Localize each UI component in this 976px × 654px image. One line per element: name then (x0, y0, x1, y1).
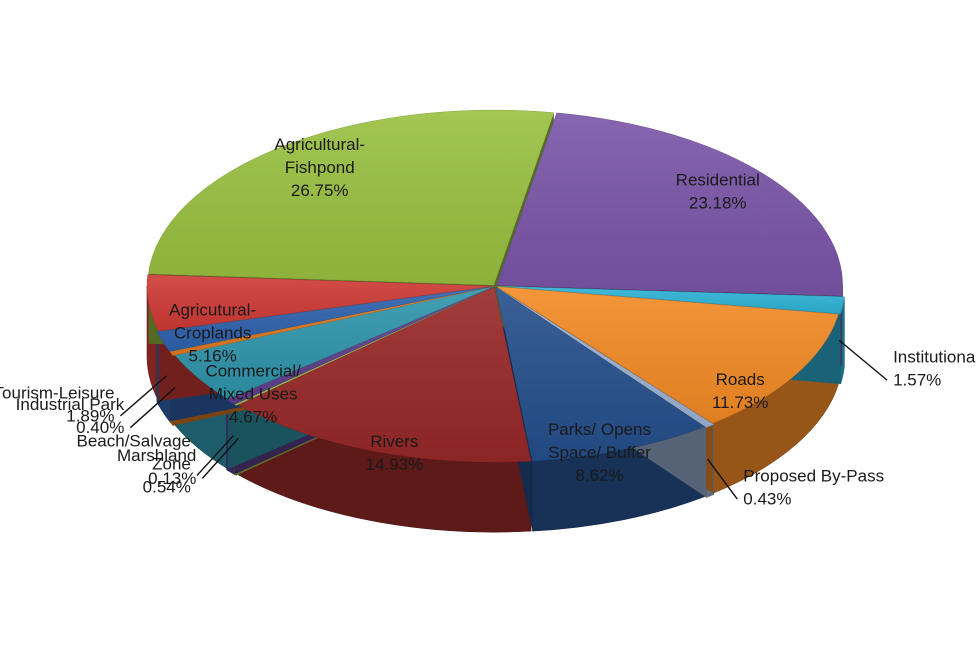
slice-shade-rivers (238, 287, 532, 463)
leader-lines (120, 339, 888, 500)
slice-name-beach-salvage-zone: Zone (152, 455, 191, 474)
slice-name-institutional-facilities: Institutional Facilities (893, 348, 976, 367)
slice-name-parks-opens-space-buffer: Space/ Buffer (548, 443, 651, 462)
leader-line-proposed-by-pass (706, 458, 738, 500)
slice-label-agricultural-fishpond: Agricultural- Fishpond 26.75% (274, 135, 365, 200)
slice-name-residential: Residential (676, 171, 760, 190)
leader-line-marshland (201, 437, 239, 479)
slice-name-beach-salvage-zone: Beach/Salvage (77, 432, 191, 451)
slice-label-rivers: Rivers 14.93% (365, 432, 423, 474)
slice-shade-beach-salvage-zone (226, 287, 492, 405)
slice-shade-industrial-park (169, 286, 492, 356)
slice-value-tourism-leisure: 1.89% (66, 406, 114, 425)
slice-label-commercial-mixed-uses: Commercial/Mixed Uses 4.67% (205, 362, 301, 427)
slice-label-beach-salvage-zone: Beach/Salvage Zone 0.54% (77, 432, 191, 497)
slice-value-residential: 23.18% (689, 194, 747, 213)
slice-name-tourism-leisure: Tourism-Leisure (0, 383, 114, 402)
slice-value-beach-salvage-zone: 0.54% (143, 478, 191, 497)
leader-line-industrial-park (129, 387, 176, 429)
slice-label-agricutural-croplands: Agricutural- Croplands 5.16% (169, 300, 256, 365)
slice-label-residential: Residential 23.18% (676, 171, 760, 213)
slice-name-agricutural-croplands: Agricutural- (169, 300, 256, 319)
pie-top-faces (146, 109, 845, 463)
slice-name-agricutural-croplands: Croplands (174, 323, 252, 342)
slice-shade-marshland (234, 287, 493, 406)
slice-name-agricultural-fishpond: Agricultural- (274, 135, 365, 154)
slice-shade-parks-opens-space-buffer (495, 287, 705, 462)
slice-shade-agricultural-fishpond (148, 110, 554, 286)
slice-label-institutional-facilities: Institutional Facilities 1.57% (893, 348, 976, 390)
leader-line-institutional-facilities (838, 339, 888, 381)
slice-shade-commercial-mixed-uses (175, 286, 494, 399)
slice-value-industrial-park: 0.40% (76, 418, 124, 437)
slice-label-industrial-park: Industrial Park 0.40% (16, 395, 125, 437)
slice-shade-tourism-leisure (156, 286, 492, 352)
slice-value-proposed-by-pass: 0.43% (743, 490, 791, 509)
slice-value-agricutural-croplands: 5.16% (189, 346, 237, 365)
slice-value-commercial-mixed-uses: 4.67% (229, 408, 277, 427)
slice-value-marshland: 0.13% (148, 469, 196, 488)
slice-name-commercial-mixed-uses: Mixed Uses (209, 385, 298, 404)
slice-label-marshland: Marshland 0.13% (117, 446, 196, 488)
slice-label-proposed-by-pass: Proposed By-Pass 0.43% (743, 467, 884, 509)
slice-shade-agricutural-croplands (147, 274, 494, 332)
slice-value-parks-opens-space-buffer: 8.62% (575, 466, 623, 485)
slice-value-agricultural-fishpond: 26.75% (291, 181, 349, 200)
slice-value-roads: 11.73% (712, 393, 768, 412)
slice-name-rivers: Rivers (370, 432, 418, 451)
slice-name-industrial-park: Industrial Park (16, 395, 125, 414)
slice-label-roads: Roads 11.73% (712, 370, 768, 412)
slice-name-agricultural-fishpond: Fishpond (285, 158, 355, 177)
leader-line-tourism-leisure (120, 375, 167, 417)
slice-value-institutional-facilities: 1.57% (893, 371, 941, 390)
slice-shade-residential (496, 112, 843, 296)
slice-label-parks-opens-space-buffer: Parks/ Opens Space/ Buffer 8.62% (548, 420, 651, 485)
slice-name-marshland: Marshland (117, 446, 196, 465)
slice-name-roads: Roads (716, 370, 765, 389)
slice-shade-institutional-facilities (498, 286, 845, 314)
slice-label-tourism-leisure: Tourism-Leisure 1.89% (0, 383, 114, 425)
slice-name-commercial-mixed-uses: Commercial/ (205, 362, 301, 381)
slice-labels: Residential 23.18% Institutional Facilitie… (0, 135, 976, 508)
slice-name-proposed-by-pass: Proposed By-Pass (743, 467, 884, 486)
slice-shade-roads (496, 286, 839, 424)
slice-shade-proposed-by-pass (497, 287, 714, 428)
leader-line-beach-salvage-zone (196, 435, 235, 477)
slice-name-parks-opens-space-buffer: Parks/ Opens (548, 420, 651, 439)
slice-value-rivers: 14.93% (365, 455, 423, 474)
